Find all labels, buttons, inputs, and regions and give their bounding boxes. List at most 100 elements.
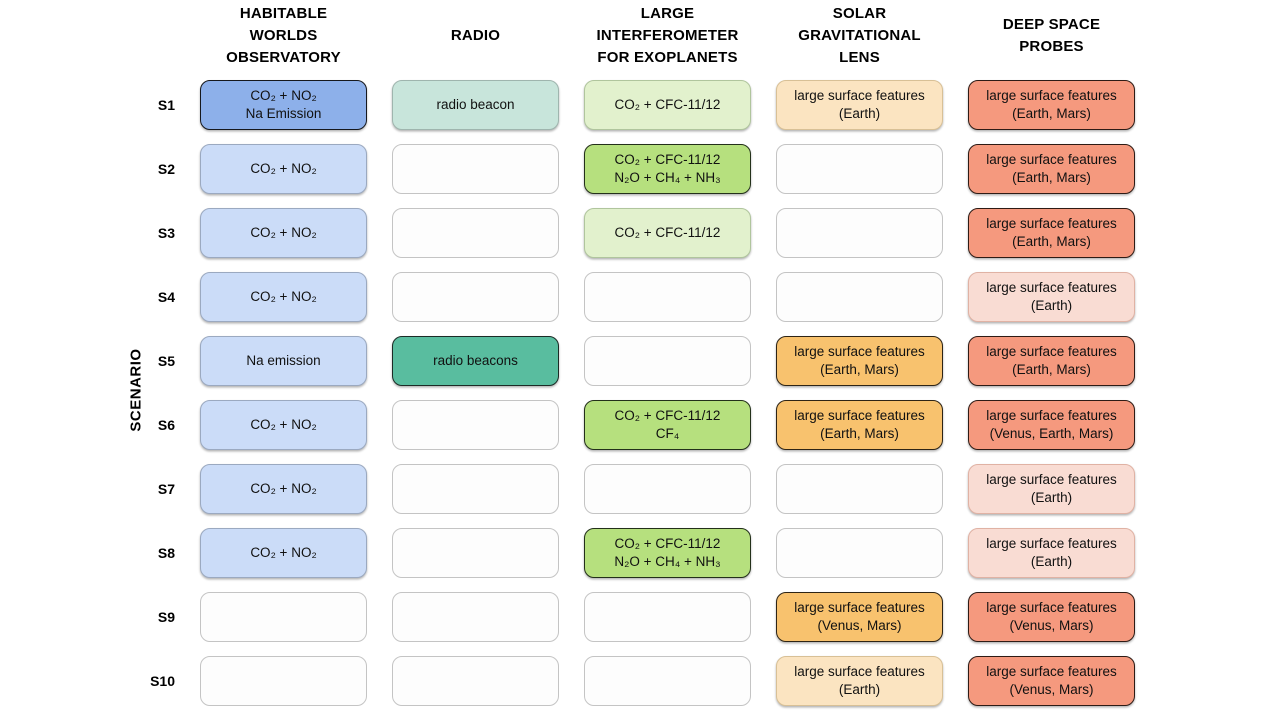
- cell-text-line: large surface features: [986, 152, 1117, 167]
- cell-text-line: large surface features: [986, 88, 1117, 103]
- cell-s8-sgl: [776, 528, 943, 578]
- column-header-line: PROBES: [1019, 38, 1084, 55]
- cell-s3-life: CO₂ + CFC-11/12: [584, 208, 751, 258]
- cell-s5-radio: radio beacons: [392, 336, 559, 386]
- cell-s1-dsp: large surface features (Earth, Mars): [968, 80, 1135, 130]
- cell-text-line: (Venus, Mars): [1009, 618, 1094, 633]
- cell-s2-sgl: [776, 144, 943, 194]
- cell-text-line: CF₄: [655, 426, 680, 441]
- cell-s3-radio: [392, 208, 559, 258]
- cell-s3-sgl: [776, 208, 943, 258]
- scenario-row-S9: S9 large surface features (Venus, Mars) lar…: [0, 592, 1135, 642]
- cell-text-line: CO₂ + CFC-11/12: [614, 536, 721, 551]
- column-header-dsp: DEEP SPACE PROBES: [968, 4, 1135, 68]
- cell-text-line: radio beacon: [436, 97, 515, 112]
- cell-text-line: large surface features: [986, 344, 1117, 359]
- cell-s8-hwo: CO₂ + NO₂: [200, 528, 367, 578]
- column-header-line: RADIO: [450, 27, 501, 44]
- column-header-sgl: SOLAR GRAVITATIONAL LENS: [776, 4, 943, 68]
- cell-s9-hwo: [200, 592, 367, 642]
- scenario-row-S5: S5 Na emission radio beacons large surface …: [0, 336, 1135, 386]
- cell-text-line: (Earth): [1030, 298, 1073, 313]
- cell-text-line: large surface features: [794, 664, 925, 679]
- cell-s1-radio: radio beacon: [392, 80, 559, 130]
- cell-s5-hwo: Na emission: [200, 336, 367, 386]
- cell-text-line: large surface features: [986, 664, 1117, 679]
- column-header-line: GRAVITATIONAL: [798, 27, 921, 44]
- cell-text-line: CO₂ + NO₂: [250, 417, 317, 432]
- cell-s7-life: [584, 464, 751, 514]
- scenario-row-S10: S10 large surface features (Earth) large su…: [0, 656, 1135, 706]
- cell-text-line: (Venus, Earth, Mars): [989, 426, 1114, 441]
- cell-s4-sgl: [776, 272, 943, 322]
- cell-s9-radio: [392, 592, 559, 642]
- cell-text-line: large surface features: [794, 88, 925, 103]
- cell-text-line: large surface features: [794, 344, 925, 359]
- cell-text-line: (Venus, Mars): [817, 618, 902, 633]
- cell-text-line: Na emission: [246, 353, 321, 368]
- cell-s6-sgl: large surface features (Earth, Mars): [776, 400, 943, 450]
- row-label-S4: S4: [157, 289, 175, 305]
- cell-s3-dsp: large surface features (Earth, Mars): [968, 208, 1135, 258]
- cell-text-line: Na Emission: [245, 106, 322, 121]
- cell-text-line: (Earth, Mars): [820, 362, 899, 377]
- scenario-row-S3: S3 CO₂ + NO₂ CO₂ + CFC-11/12 large surface …: [0, 208, 1135, 258]
- row-label-S1: S1: [157, 97, 175, 113]
- cell-text-line: N₂O + CH₄ + NH₃: [614, 170, 721, 185]
- column-header-radio: RADIO: [392, 4, 559, 68]
- cell-text-line: CO₂ + NO₂: [250, 161, 317, 176]
- cell-s6-radio: [392, 400, 559, 450]
- scenario-row-S1: S1 CO₂ + NO₂ Na Emission radio beacon CO₂ + …: [0, 80, 1135, 130]
- cell-text-line: (Earth, Mars): [1012, 234, 1091, 249]
- scenario-row-S6: S6 CO₂ + NO₂ CO₂ + CFC-11/12 CF₄ large surfa…: [0, 400, 1135, 450]
- cell-text-line: CO₂ + NO₂: [250, 481, 317, 496]
- cell-s10-hwo: [200, 656, 367, 706]
- scenario-row-S8: S8 CO₂ + NO₂ CO₂ + CFC-11/12 N₂O + CH₄ + NH…: [0, 528, 1135, 578]
- cell-s6-hwo: CO₂ + NO₂: [200, 400, 367, 450]
- cell-s9-sgl: large surface features (Venus, Mars): [776, 592, 943, 642]
- cell-text-line: CO₂ + CFC-11/12: [614, 225, 721, 240]
- cell-text-line: large surface features: [986, 472, 1117, 487]
- cell-text-line: CO₂ + NO₂: [250, 225, 317, 240]
- cell-text-line: CO₂ + CFC-11/12: [614, 152, 721, 167]
- column-header-line: HABITABLE: [239, 5, 328, 22]
- cell-s2-life: CO₂ + CFC-11/12 N₂O + CH₄ + NH₃: [584, 144, 751, 194]
- cell-s3-hwo: CO₂ + NO₂: [200, 208, 367, 258]
- cell-text-line: (Venus, Mars): [1009, 682, 1094, 697]
- cell-text-line: (Earth): [838, 682, 881, 697]
- cell-s7-sgl: [776, 464, 943, 514]
- cell-text-line: (Earth): [838, 106, 881, 121]
- scenario-row-S7: S7 CO₂ + NO₂ large surface features (Earth): [0, 464, 1135, 514]
- cell-s2-dsp: large surface features (Earth, Mars): [968, 144, 1135, 194]
- matrix-rows: S1 CO₂ + NO₂ Na Emission radio beacon CO₂ + …: [0, 80, 1135, 720]
- cell-text-line: (Earth, Mars): [1012, 362, 1091, 377]
- column-header-line: DEEP SPACE: [1002, 16, 1101, 33]
- cell-s8-radio: [392, 528, 559, 578]
- cell-s2-radio: [392, 144, 559, 194]
- column-header-hwo: HABITABLE WORLDS OBSERVATORY: [200, 4, 367, 68]
- scenario-row-S2: S2 CO₂ + NO₂ CO₂ + CFC-11/12 N₂O + CH₄ + NH…: [0, 144, 1135, 194]
- cell-s9-life: [584, 592, 751, 642]
- cell-s4-radio: [392, 272, 559, 322]
- row-label-S6: S6: [157, 417, 175, 433]
- row-label-S10: S10: [150, 673, 175, 689]
- column-header-line: LENS: [839, 49, 880, 66]
- cell-s1-life: CO₂ + CFC-11/12: [584, 80, 751, 130]
- cell-text-line: large surface features: [986, 536, 1117, 551]
- cell-text-line: large surface features: [986, 280, 1117, 295]
- column-header-line: SOLAR: [832, 5, 887, 22]
- cell-s10-life: [584, 656, 751, 706]
- cell-s2-hwo: CO₂ + NO₂: [200, 144, 367, 194]
- cell-s10-sgl: large surface features (Earth): [776, 656, 943, 706]
- cell-s5-dsp: large surface features (Earth, Mars): [968, 336, 1135, 386]
- cell-text-line: CO₂ + NO₂: [250, 545, 317, 560]
- cell-text-line: CO₂ + CFC-11/12: [614, 408, 721, 423]
- column-header-line: LARGE: [640, 5, 695, 22]
- row-label-S8: S8: [157, 545, 175, 561]
- cell-s7-dsp: large surface features (Earth): [968, 464, 1135, 514]
- cell-text-line: (Earth, Mars): [1012, 106, 1091, 121]
- cell-text-line: large surface features: [986, 600, 1117, 615]
- cell-text-line: (Earth): [1030, 554, 1073, 569]
- column-header-line: OBSERVATORY: [226, 49, 341, 66]
